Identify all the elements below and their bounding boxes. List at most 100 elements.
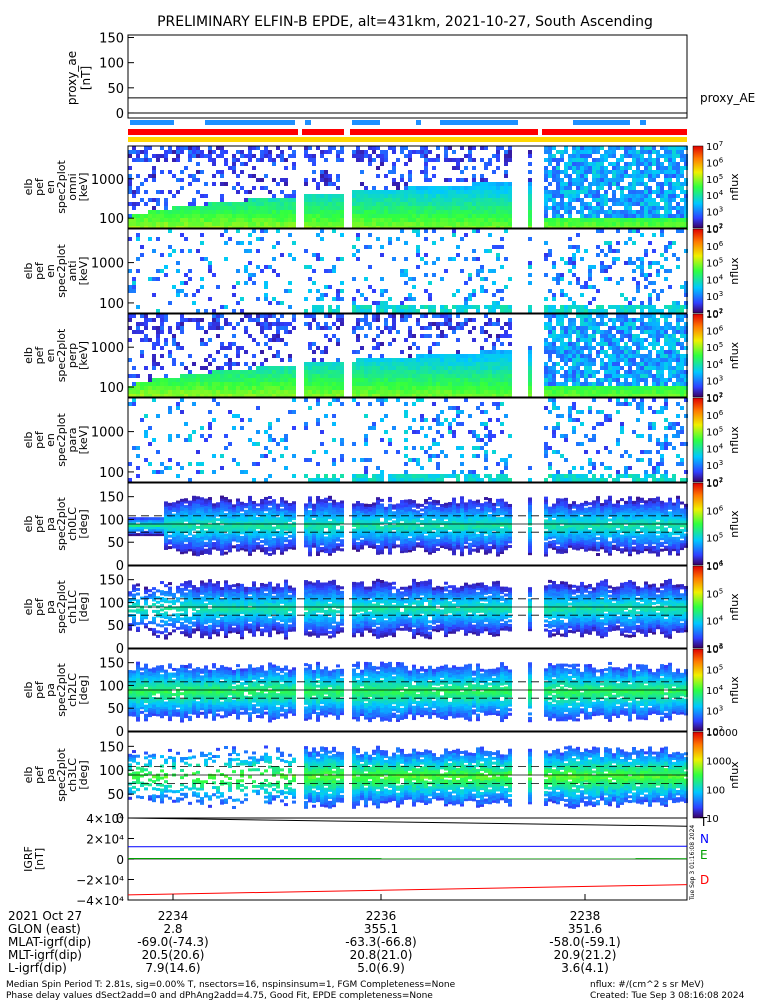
spectrogram-cell xyxy=(188,210,192,214)
spectrogram-cell xyxy=(600,350,604,354)
spectrogram-cell xyxy=(208,150,212,154)
spectrogram-cell xyxy=(628,370,632,374)
spectrogram-cell xyxy=(600,261,604,265)
spectrogram-cell xyxy=(200,338,204,342)
spectrogram-cell xyxy=(672,206,676,210)
spectrogram-cell xyxy=(444,154,448,158)
spectrogram-cell xyxy=(136,326,140,330)
spectrogram-cell xyxy=(456,194,460,198)
spectrogram-cell xyxy=(268,218,272,222)
spectrogram-cell xyxy=(592,166,596,170)
spectrogram-cell xyxy=(564,334,568,338)
spectrogram-cell xyxy=(568,322,572,326)
spectrogram-cell xyxy=(192,154,196,158)
spectrogram-cell xyxy=(364,366,368,370)
spectrogram-cell xyxy=(156,342,160,346)
spectrogram-cell xyxy=(392,326,396,330)
spectrogram-cell xyxy=(444,178,448,182)
spectrogram-cell xyxy=(660,314,664,318)
spectrogram-cell xyxy=(304,150,308,154)
spectrogram-cell xyxy=(148,222,152,226)
spectrogram-cell xyxy=(588,150,592,154)
spectrogram-cell xyxy=(192,293,196,297)
spectrogram-cell xyxy=(372,202,376,206)
spectrogram-cell xyxy=(200,241,204,245)
spectrogram-cell xyxy=(468,358,472,362)
spectrogram-cell xyxy=(608,218,612,222)
spectrogram-cell xyxy=(200,366,204,370)
spectrogram-cell xyxy=(592,222,596,226)
spectrogram-cell xyxy=(628,186,632,190)
spectrogram-cell xyxy=(488,434,492,438)
spectrogram-cell xyxy=(648,186,652,190)
spectrogram-cell xyxy=(644,277,648,281)
spectrogram-cell xyxy=(664,418,668,422)
spectrogram-cell xyxy=(676,318,680,322)
spectrogram-cell xyxy=(328,478,332,482)
spectrogram-cell xyxy=(624,354,628,358)
spectrogram-cell xyxy=(440,198,444,202)
spectrogram-cell xyxy=(676,222,680,226)
spectrogram-cell xyxy=(568,394,572,398)
spectrogram-cell xyxy=(308,382,312,386)
spectrogram-cell xyxy=(616,305,620,309)
spectrogram-cell xyxy=(140,350,144,354)
spectrogram-cell xyxy=(432,378,436,382)
spectrogram-cell xyxy=(340,194,344,198)
spectrogram-cell xyxy=(472,289,476,293)
spectrogram-cell xyxy=(644,166,648,170)
spectrogram-cell xyxy=(404,478,408,482)
spectrogram-cell xyxy=(400,390,404,394)
spectrogram-cell xyxy=(380,358,384,362)
spectrogram-cell xyxy=(380,478,384,482)
spectrogram-cell xyxy=(680,346,684,350)
spectrogram-cell xyxy=(592,474,596,478)
spectrogram-cell xyxy=(456,362,460,366)
spectrogram-cell xyxy=(676,374,680,378)
spectrogram-cell xyxy=(564,222,568,226)
spectrogram-cell xyxy=(156,378,160,382)
spectrogram-cell xyxy=(548,466,552,470)
spectrogram-cell xyxy=(480,410,484,414)
spectrogram-cell xyxy=(252,273,256,277)
spectrogram-cell xyxy=(620,474,624,478)
spectrogram-cell xyxy=(468,186,472,190)
spectrogram-cell xyxy=(468,382,472,386)
spectrogram-cell xyxy=(268,210,272,214)
spectrogram-cell xyxy=(684,301,688,305)
spectrogram-cell xyxy=(340,222,344,226)
spectrogram-cell xyxy=(176,474,180,478)
spectrogram-cell xyxy=(500,378,504,382)
spectrogram-cell xyxy=(484,466,488,470)
spectrogram-cell xyxy=(588,265,592,269)
spectrogram-cell xyxy=(352,390,356,394)
spectrogram-cell xyxy=(260,374,264,378)
spectrogram-cell xyxy=(504,366,508,370)
spectrogram-cell xyxy=(596,206,600,210)
spectrogram-cell xyxy=(492,450,496,454)
spectrogram-cell xyxy=(620,178,624,182)
spectrogram-cell xyxy=(684,202,688,206)
spectrogram-cell xyxy=(204,342,208,346)
spectrogram-cell xyxy=(556,174,560,178)
spectrogram-cell xyxy=(544,314,548,318)
spectrogram-cell xyxy=(136,269,140,273)
spectrogram-cell xyxy=(544,174,548,178)
spectrogram-cell xyxy=(496,462,500,466)
spectrogram-cell xyxy=(432,222,436,226)
spectrogram-cell xyxy=(548,174,552,178)
spectrogram-cell xyxy=(136,158,140,162)
spectrogram-cell xyxy=(216,326,220,330)
y-tick-label: 100 xyxy=(99,297,124,312)
spectrogram-cell xyxy=(204,182,208,186)
spectrogram-cell xyxy=(632,190,636,194)
spectrogram-cell xyxy=(148,277,152,281)
spectrogram-cell xyxy=(628,350,632,354)
spectrogram-cell xyxy=(392,374,396,378)
spectrogram-cell xyxy=(368,154,372,158)
spectrogram-cell xyxy=(312,350,316,354)
spectrogram-cell xyxy=(340,390,344,394)
spectrogram-cell xyxy=(328,206,332,210)
spectrogram-cell xyxy=(312,206,316,210)
